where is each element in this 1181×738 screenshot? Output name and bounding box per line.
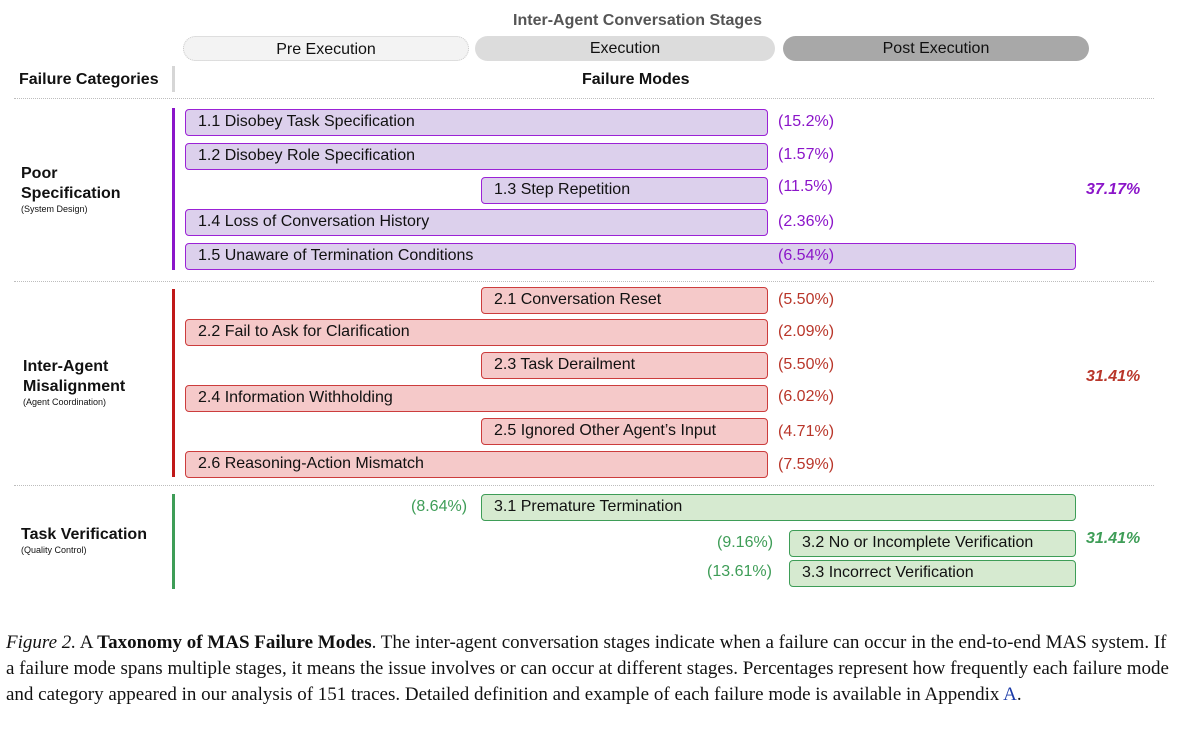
header-divider [172,66,175,92]
stage-pre-execution: Pre Execution [183,36,469,61]
failure-mode-2-4-pct: (6.02%) [778,388,835,405]
separator-2 [14,485,1154,486]
category-total-specification: 37.17% [1086,181,1141,198]
failure-mode-3-1-pct: (8.64%) [411,498,468,515]
category-title-specification: Poor Specification [21,165,121,202]
failure-mode-1-4: 1.4 Loss of Conversation History [185,209,768,236]
stage-post-execution: Post Execution [783,36,1089,61]
caption-text: . The inter-agent conversation stages in… [6,632,1169,705]
failure-mode-1-2-pct: (1.57%) [778,146,835,163]
failure-mode-2-3: 2.3 Task Derailment [481,352,768,379]
failure-mode-1-2: 1.2 Disobey Role Specification [185,143,768,170]
failure-mode-2-4: 2.4 Information Withholding [185,385,768,412]
category-bar-specification [172,108,175,270]
stages-title: Inter-Agent Conversation Stages [513,12,762,29]
caption-pre: A [76,632,98,653]
appendix-link[interactable]: A [1003,684,1017,705]
category-subtitle-verification: (Quality Control) [21,545,87,555]
caption-bold-title: Taxonomy of MAS Failure Modes [97,632,372,653]
separator-1 [14,281,1154,282]
failure-categories-header: Failure Categories [19,71,159,88]
category-title-verification: Task Verification [21,526,147,543]
failure-mode-3-1: 3.1 Premature Termination [481,494,1076,521]
failure-mode-2-1-pct: (5.50%) [778,291,835,308]
failure-mode-1-5: 1.5 Unaware of Termination Conditions (6… [185,243,1076,270]
caption-figure-label: Figure 2. [6,632,77,653]
category-subtitle-specification: (System Design) [21,204,88,214]
failure-modes-header: Failure Modes [582,71,690,88]
failure-mode-2-3-pct: (5.50%) [778,356,835,373]
failure-mode-2-6-pct: (7.59%) [778,456,835,473]
failure-mode-3-3: 3.3 Incorrect Verification [789,560,1076,587]
failure-mode-2-5-pct: (4.71%) [778,423,835,440]
failure-mode-1-5-pct: (6.54%) [778,247,835,264]
failure-mode-2-5: 2.5 Ignored Other Agent’s Input [481,418,768,445]
separator-top [14,98,1154,99]
failure-mode-1-4-pct: (2.36%) [778,213,835,230]
failure-mode-1-1-pct: (15.2%) [778,113,835,130]
failure-mode-1-3-pct: (11.5%) [778,178,833,195]
failure-mode-1-3: 1.3 Step Repetition [481,177,768,204]
caption-end: . [1016,684,1022,705]
failure-mode-3-2-pct: (9.16%) [717,534,774,551]
category-subtitle-misalignment: (Agent Coordination) [23,397,107,407]
category-bar-verification [172,494,175,589]
category-title-misalignment: Inter-Agent Misalignment [23,358,126,395]
failure-mode-2-2: 2.2 Fail to Ask for Clarification [185,319,768,346]
failure-mode-3-2: 3.2 No or Incomplete Verification [789,530,1076,557]
failure-mode-1-1: 1.1 Disobey Task Specification [185,109,768,136]
stage-execution: Execution [475,36,775,61]
category-bar-misalignment [172,289,175,477]
category-total-verification: 31.41% [1086,530,1141,547]
category-total-misalignment: 31.41% [1086,368,1141,385]
figure-caption: Figure 2. A Taxonomy of MAS Failure Mode… [6,630,1176,708]
failure-mode-3-3-pct: (13.61%) [707,563,772,580]
failure-mode-2-6: 2.6 Reasoning-Action Mismatch [185,451,768,478]
failure-mode-2-2-pct: (2.09%) [778,323,835,340]
failure-mode-2-1: 2.1 Conversation Reset [481,287,768,314]
